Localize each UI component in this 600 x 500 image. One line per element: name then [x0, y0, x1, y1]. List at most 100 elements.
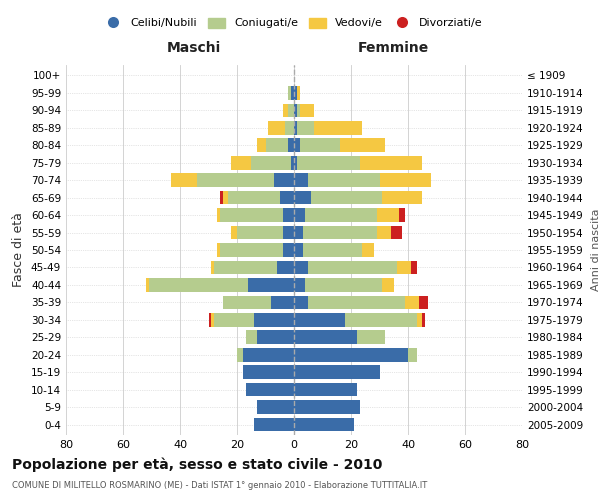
Bar: [294, 383, 356, 396]
Bar: [294, 400, 359, 414]
Bar: [268, 121, 286, 134]
Bar: [265, 138, 289, 152]
Bar: [294, 208, 305, 222]
Bar: [251, 156, 291, 170]
Bar: [405, 296, 419, 309]
Bar: [283, 104, 289, 117]
Bar: [294, 138, 300, 152]
Bar: [294, 348, 408, 362]
Bar: [382, 191, 422, 204]
Bar: [294, 366, 380, 379]
Text: Maschi: Maschi: [167, 40, 221, 54]
Bar: [294, 330, 356, 344]
Bar: [146, 278, 149, 291]
Bar: [311, 191, 382, 204]
Bar: [308, 174, 380, 187]
Bar: [300, 138, 340, 152]
Bar: [242, 348, 294, 362]
Bar: [254, 313, 294, 326]
Bar: [297, 121, 314, 134]
Bar: [242, 366, 294, 379]
Bar: [217, 208, 220, 222]
Bar: [294, 226, 302, 239]
Bar: [359, 156, 422, 170]
Bar: [149, 278, 248, 291]
Bar: [223, 191, 229, 204]
Bar: [297, 156, 359, 170]
Bar: [223, 296, 271, 309]
Bar: [391, 226, 402, 239]
Text: COMUNE DI MILITELLO ROSMARINO (ME) - Dati ISTAT 1° gennaio 2010 - Elaborazione T: COMUNE DI MILITELLO ROSMARINO (ME) - Dat…: [12, 481, 427, 490]
Bar: [411, 260, 416, 274]
Bar: [305, 278, 382, 291]
Bar: [291, 86, 294, 100]
Bar: [294, 260, 308, 274]
Bar: [302, 226, 377, 239]
Bar: [289, 104, 294, 117]
Bar: [288, 86, 291, 100]
Bar: [294, 174, 308, 187]
Bar: [254, 418, 294, 432]
Bar: [294, 313, 346, 326]
Bar: [294, 104, 297, 117]
Bar: [380, 174, 431, 187]
Bar: [257, 400, 294, 414]
Bar: [382, 278, 394, 291]
Bar: [172, 174, 197, 187]
Bar: [257, 330, 294, 344]
Bar: [280, 191, 294, 204]
Bar: [283, 226, 294, 239]
Bar: [302, 243, 362, 257]
Bar: [308, 296, 405, 309]
Bar: [257, 138, 265, 152]
Bar: [362, 243, 374, 257]
Bar: [214, 313, 254, 326]
Bar: [248, 278, 294, 291]
Bar: [214, 260, 277, 274]
Bar: [300, 104, 314, 117]
Bar: [422, 313, 425, 326]
Bar: [211, 313, 214, 326]
Bar: [283, 208, 294, 222]
Bar: [271, 296, 294, 309]
Bar: [377, 226, 391, 239]
Bar: [274, 174, 294, 187]
Bar: [419, 296, 428, 309]
Bar: [400, 208, 405, 222]
Bar: [220, 243, 283, 257]
Bar: [232, 226, 237, 239]
Bar: [211, 260, 214, 274]
Bar: [377, 208, 400, 222]
Bar: [397, 260, 411, 274]
Bar: [197, 174, 274, 187]
Bar: [220, 191, 223, 204]
Bar: [245, 383, 294, 396]
Legend: Celibi/Nubili, Coniugati/e, Vedovi/e, Divorziati/e: Celibi/Nubili, Coniugati/e, Vedovi/e, Di…: [101, 13, 487, 33]
Bar: [340, 138, 385, 152]
Bar: [346, 313, 416, 326]
Y-axis label: Anni di nascita: Anni di nascita: [590, 209, 600, 291]
Bar: [408, 348, 416, 362]
Bar: [294, 191, 311, 204]
Bar: [416, 313, 422, 326]
Bar: [220, 208, 283, 222]
Bar: [217, 243, 220, 257]
Bar: [297, 86, 300, 100]
Bar: [232, 156, 251, 170]
Bar: [291, 156, 294, 170]
Bar: [297, 104, 300, 117]
Bar: [356, 330, 385, 344]
Bar: [294, 278, 305, 291]
Bar: [289, 138, 294, 152]
Bar: [294, 121, 297, 134]
Bar: [283, 243, 294, 257]
Bar: [286, 121, 294, 134]
Text: Femmine: Femmine: [358, 40, 430, 54]
Bar: [294, 243, 302, 257]
Bar: [229, 191, 280, 204]
Bar: [308, 260, 397, 274]
Bar: [245, 330, 257, 344]
Bar: [277, 260, 294, 274]
Y-axis label: Fasce di età: Fasce di età: [13, 212, 25, 288]
Bar: [314, 121, 362, 134]
